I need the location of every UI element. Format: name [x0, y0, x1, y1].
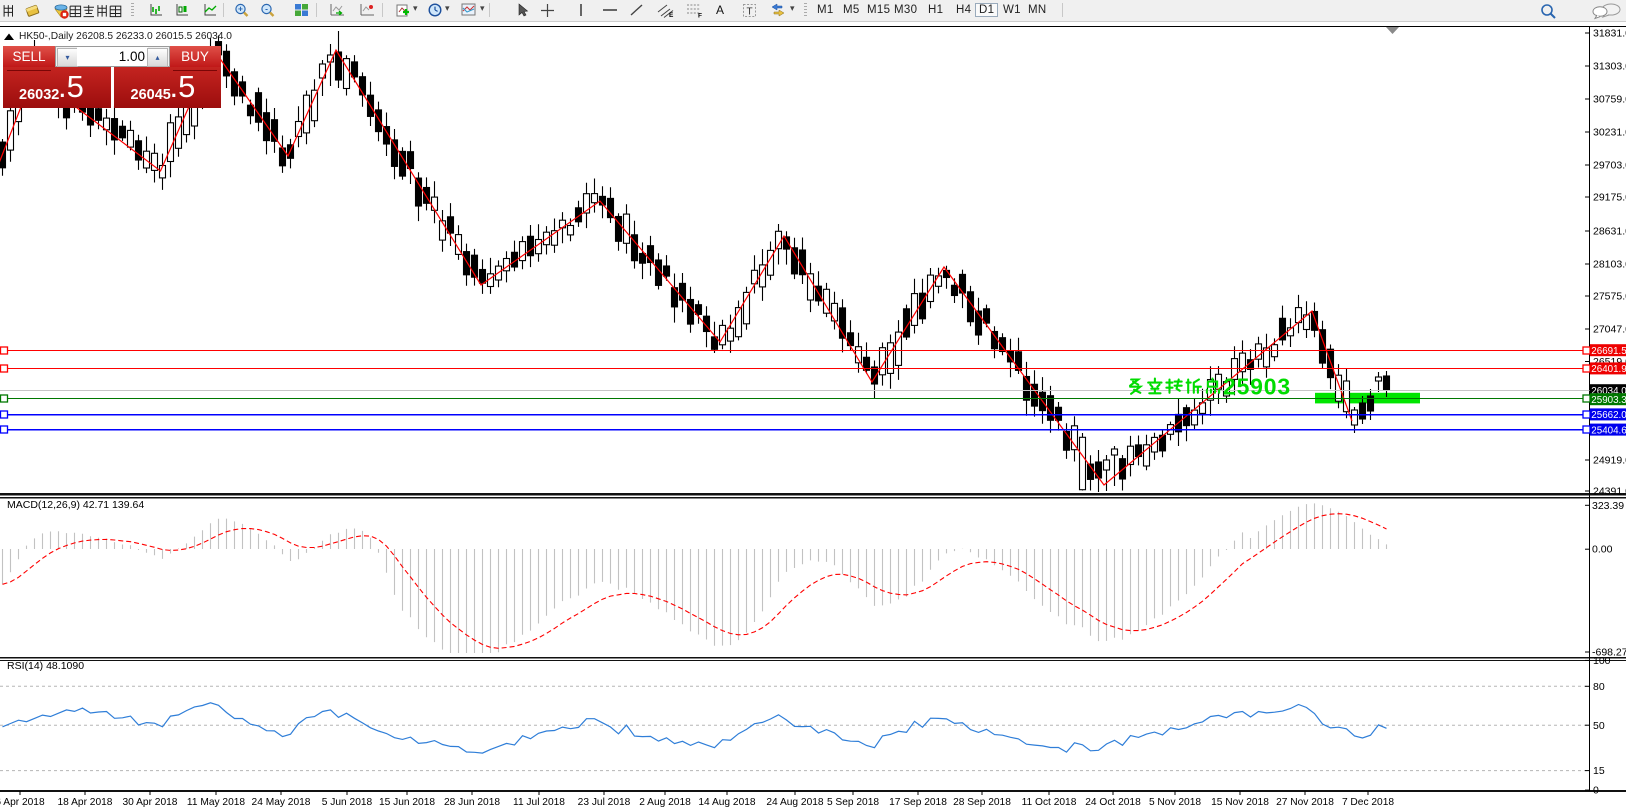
svg-text:7 Dec 2018: 7 Dec 2018	[1342, 797, 1394, 808]
svg-text:11 Jul 2018: 11 Jul 2018	[513, 797, 565, 808]
svg-text:MACD(12,26,9) 42.71 139.64: MACD(12,26,9) 42.71 139.64	[7, 499, 144, 511]
svg-text:24391.0: 24391.0	[1593, 486, 1626, 498]
svg-text:24 Oct 2018: 24 Oct 2018	[1085, 797, 1141, 808]
svg-text:27 Nov 2018: 27 Nov 2018	[1276, 797, 1334, 808]
svg-text:RSI(14) 48.1090: RSI(14) 48.1090	[7, 660, 84, 672]
svg-text:25903.3: 25903.3	[1591, 395, 1626, 406]
svg-text:25903: 25903	[1223, 374, 1291, 400]
svg-text:5 Sep 2018: 5 Sep 2018	[827, 797, 879, 808]
svg-text:30231.0: 30231.0	[1593, 127, 1626, 139]
svg-text:T: T	[746, 7, 752, 18]
svg-text:28103.0: 28103.0	[1593, 259, 1626, 271]
svg-text:5 Nov 2018: 5 Nov 2018	[1149, 797, 1201, 808]
svg-text:11 Oct 2018: 11 Oct 2018	[1022, 797, 1077, 808]
svg-text:323.39: 323.39	[1592, 500, 1624, 512]
svg-text:29703.0: 29703.0	[1593, 160, 1626, 172]
svg-text:23 Jul 2018: 23 Jul 2018	[578, 797, 631, 808]
svg-text:-698.27: -698.27	[1592, 647, 1626, 659]
svg-text:-: -	[265, 4, 268, 14]
svg-text:26691.5: 26691.5	[1591, 346, 1626, 357]
svg-text:15 Nov 2018: 15 Nov 2018	[1211, 797, 1269, 808]
svg-text:14 Aug 2018: 14 Aug 2018	[698, 797, 756, 808]
svg-text:2 Aug 2018: 2 Aug 2018	[639, 797, 691, 808]
svg-text:30759.0: 30759.0	[1593, 94, 1626, 106]
svg-text:31303.0: 31303.0	[1593, 61, 1626, 73]
svg-text:29175.0: 29175.0	[1593, 192, 1626, 204]
svg-text:6 Apr 2018: 6 Apr 2018	[0, 797, 45, 808]
svg-text:18 Apr 2018: 18 Apr 2018	[58, 797, 113, 808]
svg-text:28 Jun 2018: 28 Jun 2018	[444, 797, 500, 808]
svg-text:30 Apr 2018: 30 Apr 2018	[123, 797, 178, 808]
svg-text:26034.0: 26034.0	[1591, 386, 1626, 397]
svg-text:26401.9: 26401.9	[1591, 364, 1626, 375]
svg-text:15 Jun 2018: 15 Jun 2018	[379, 797, 435, 808]
svg-text:27047.0: 27047.0	[1593, 324, 1626, 336]
svg-text:HK50-,Daily 26208.5 26233.0 2: HK50-,Daily 26208.5 26233.0 26015.5 2603…	[19, 31, 232, 42]
svg-text:15: 15	[1593, 765, 1605, 777]
svg-text:24919.0: 24919.0	[1593, 455, 1626, 467]
svg-text:27575.0: 27575.0	[1593, 291, 1626, 303]
svg-text:0: 0	[1593, 785, 1599, 797]
svg-text:+: +	[238, 4, 243, 14]
svg-text:11 May 2018: 11 May 2018	[187, 797, 245, 808]
svg-text:28 Sep 2018: 28 Sep 2018	[953, 797, 1011, 808]
svg-text:5 Jun 2018: 5 Jun 2018	[322, 797, 373, 808]
svg-text:F: F	[698, 13, 702, 19]
svg-text:E: E	[669, 12, 674, 18]
svg-text:100: 100	[1593, 655, 1611, 667]
svg-text:24 Aug 2018: 24 Aug 2018	[766, 797, 824, 808]
svg-text:25662.0: 25662.0	[1591, 410, 1626, 421]
svg-text:80: 80	[1593, 681, 1605, 693]
svg-text:50: 50	[1593, 720, 1605, 732]
svg-text:24 May 2018: 24 May 2018	[252, 797, 311, 808]
svg-text:31831.0: 31831.0	[1593, 28, 1626, 40]
svg-text:25404.6: 25404.6	[1591, 425, 1626, 436]
svg-text:28631.0: 28631.0	[1593, 226, 1626, 238]
svg-text:17 Sep 2018: 17 Sep 2018	[889, 797, 947, 808]
svg-text:0.00: 0.00	[1592, 544, 1613, 556]
